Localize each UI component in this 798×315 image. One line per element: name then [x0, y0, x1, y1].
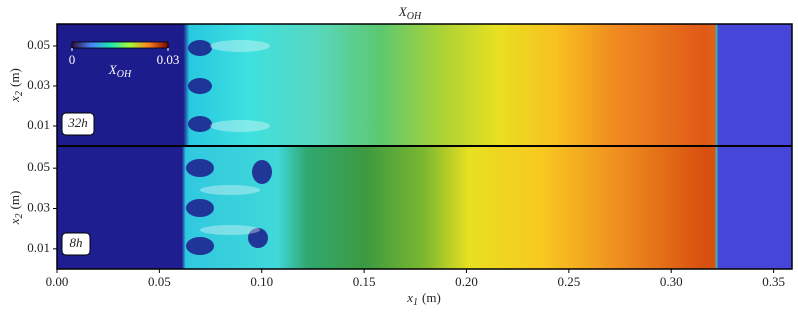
chart-title-sub: OH: [407, 11, 422, 22]
chart-title: XOH: [398, 4, 422, 22]
colorbar-label-sub: OH: [117, 69, 132, 80]
x-tick-label: 0.00: [46, 274, 69, 289]
x-axis-label-sub: 1: [413, 297, 418, 308]
y-axis-label: x2 (m): [7, 191, 25, 226]
annotation: 8h: [70, 235, 83, 250]
y-tick-label: 0.05: [27, 37, 50, 52]
colorbar-label: XOH: [108, 62, 132, 80]
y-axis-label-sub: 2: [14, 214, 25, 219]
chart-title-base: X: [398, 4, 408, 19]
x-tick-label: 0.05: [148, 274, 171, 289]
annotation-box: [61, 112, 95, 136]
y-tick-label: 0.01: [27, 240, 50, 255]
field-top: [57, 24, 792, 146]
flame-fingers: [186, 40, 272, 255]
x-axis-label-base: x: [406, 290, 413, 305]
x-tick-label: 0.15: [353, 274, 376, 289]
y-tick-label: 0.03: [27, 77, 50, 92]
annotation: 32h: [67, 115, 88, 130]
y-tick-label: 0.05: [27, 159, 50, 174]
y-axis-label-unit: (m): [7, 191, 22, 210]
y-tick-label: 0.01: [27, 117, 50, 132]
y-axis-label-unit: (m): [7, 68, 22, 87]
y-tick-label: 0.03: [27, 199, 50, 214]
annotation-box: [61, 232, 91, 256]
y-axis-label: x2 (m): [7, 68, 25, 103]
y-axis-label-base: x: [7, 96, 22, 103]
x-tick-label: 0.35: [762, 274, 785, 289]
flame-highlights: [200, 40, 270, 235]
colorbar-tick-label: 0: [69, 52, 76, 67]
colorbar-tick-label: 0.03: [157, 52, 180, 67]
y-axis-label-base: x: [7, 218, 22, 225]
x-axis-label-unit: (m): [422, 290, 441, 305]
field-bottom: [57, 146, 792, 269]
y-axis-label-sub: 2: [14, 91, 25, 96]
x-tick-label: 0.10: [250, 274, 273, 289]
colorbar-label-base: X: [108, 62, 118, 77]
x-tick-label: 0.25: [557, 274, 580, 289]
x-tick-label: 0.30: [660, 274, 683, 289]
x-tick-label: 0.20: [455, 274, 478, 289]
colorbar: [71, 41, 169, 49]
x-axis-label: x1 (m): [406, 290, 441, 308]
